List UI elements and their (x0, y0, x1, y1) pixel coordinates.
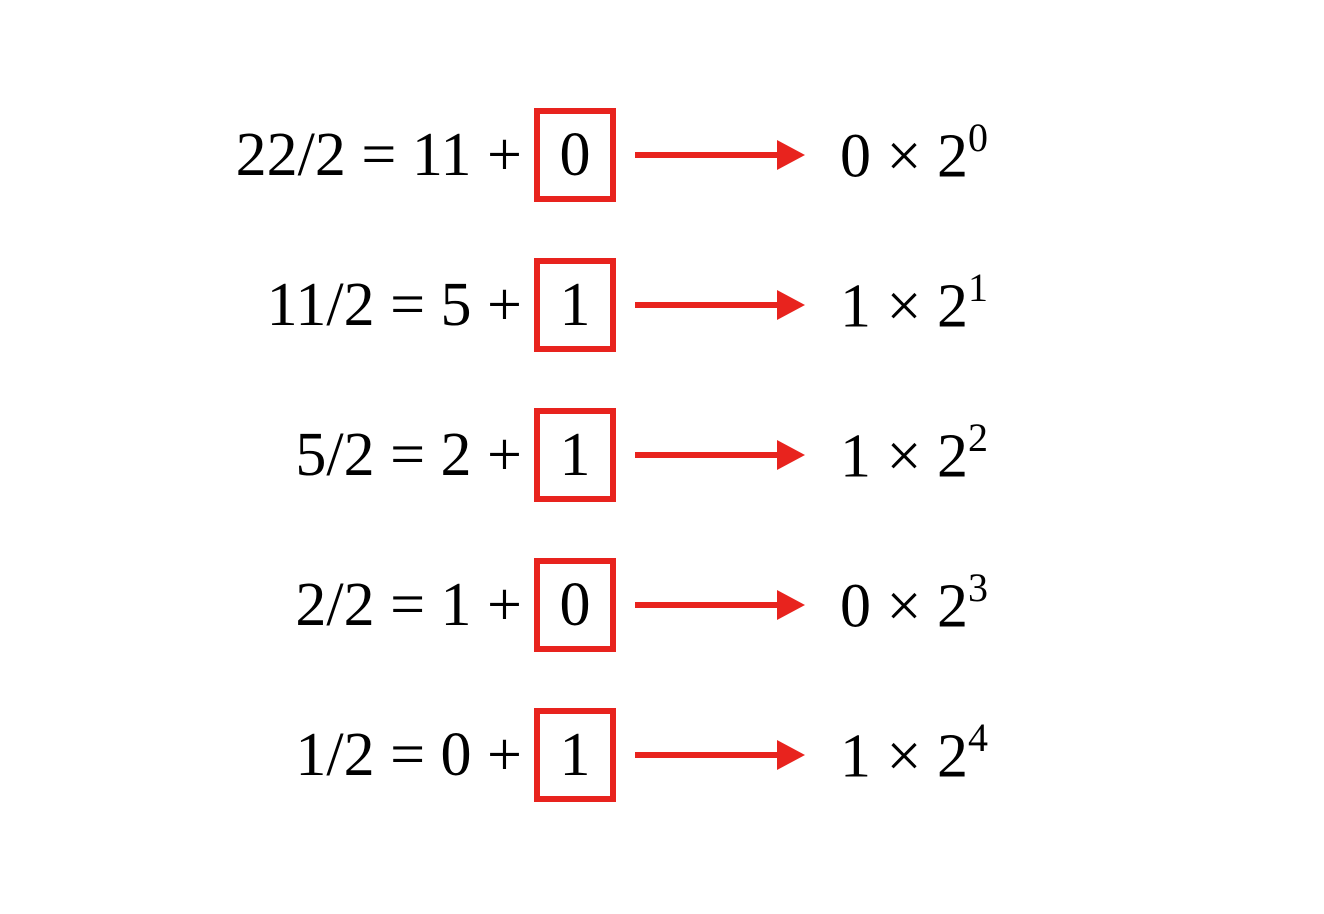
power-expression: 1 × 22 (820, 418, 1110, 493)
quotient: 0 (441, 721, 472, 789)
remainder: 1 (560, 270, 591, 341)
exponent: 1 (968, 265, 988, 310)
conversion-row: 11/2 = 5 + 1 1 × 21 (110, 230, 1224, 380)
quotient: 2 (441, 421, 472, 489)
division-expression: 2/2 = 1 + (110, 570, 530, 641)
remainder: 1 (560, 720, 591, 791)
quotient: 1 (441, 571, 472, 639)
binary-conversion-diagram: 22/2 = 11 + 0 0 × 20 11/2 = 5 + 1 (0, 0, 1324, 830)
remainder-box: 1 (534, 258, 616, 352)
arrow-cell (620, 152, 820, 158)
base: 2 (937, 272, 968, 340)
exponent: 2 (968, 415, 988, 460)
coeff: 1 (840, 422, 871, 490)
remainder-box: 0 (534, 558, 616, 652)
base: 2 (937, 422, 968, 490)
remainder: 1 (560, 420, 591, 491)
dividend: 5 (295, 421, 326, 489)
exponent: 4 (968, 715, 988, 760)
divisor: 2 (315, 121, 346, 189)
arrow-cell (620, 602, 820, 608)
coeff: 1 (840, 272, 871, 340)
arrow-icon (635, 302, 805, 308)
divisor: 2 (344, 571, 375, 639)
arrow-cell (620, 302, 820, 308)
power-expression: 1 × 21 (820, 268, 1110, 343)
divisor: 2 (344, 271, 375, 339)
divisor: 2 (344, 421, 375, 489)
division-expression: 1/2 = 0 + (110, 720, 530, 791)
remainder-box: 1 (534, 708, 616, 802)
arrow-icon (635, 602, 805, 608)
coeff: 1 (840, 722, 871, 790)
base: 2 (937, 722, 968, 790)
exponent: 3 (968, 565, 988, 610)
arrow-icon (635, 752, 805, 758)
arrow-cell (620, 452, 820, 458)
coeff: 0 (840, 572, 871, 640)
conversion-row: 1/2 = 0 + 1 1 × 24 (110, 680, 1224, 830)
arrow-cell (620, 752, 820, 758)
division-expression: 11/2 = 5 + (110, 270, 530, 341)
quotient: 5 (441, 271, 472, 339)
division-expression: 5/2 = 2 + (110, 420, 530, 491)
power-expression: 0 × 20 (820, 118, 1110, 193)
remainder-box: 0 (534, 108, 616, 202)
arrow-icon (635, 152, 805, 158)
base: 2 (937, 572, 968, 640)
conversion-row: 2/2 = 1 + 0 0 × 23 (110, 530, 1224, 680)
remainder: 0 (560, 120, 591, 191)
dividend: 1 (295, 721, 326, 789)
quotient: 11 (412, 121, 472, 189)
conversion-row: 22/2 = 11 + 0 0 × 20 (110, 80, 1224, 230)
remainder: 0 (560, 570, 591, 641)
base: 2 (937, 122, 968, 190)
dividend: 11 (267, 271, 327, 339)
exponent: 0 (968, 115, 988, 160)
division-expression: 22/2 = 11 + (110, 120, 530, 191)
coeff: 0 (840, 122, 871, 190)
power-expression: 0 × 23 (820, 568, 1110, 643)
dividend: 2 (295, 571, 326, 639)
remainder-box: 1 (534, 408, 616, 502)
power-expression: 1 × 24 (820, 718, 1110, 793)
arrow-icon (635, 452, 805, 458)
dividend: 22 (236, 121, 298, 189)
conversion-row: 5/2 = 2 + 1 1 × 22 (110, 380, 1224, 530)
divisor: 2 (344, 721, 375, 789)
